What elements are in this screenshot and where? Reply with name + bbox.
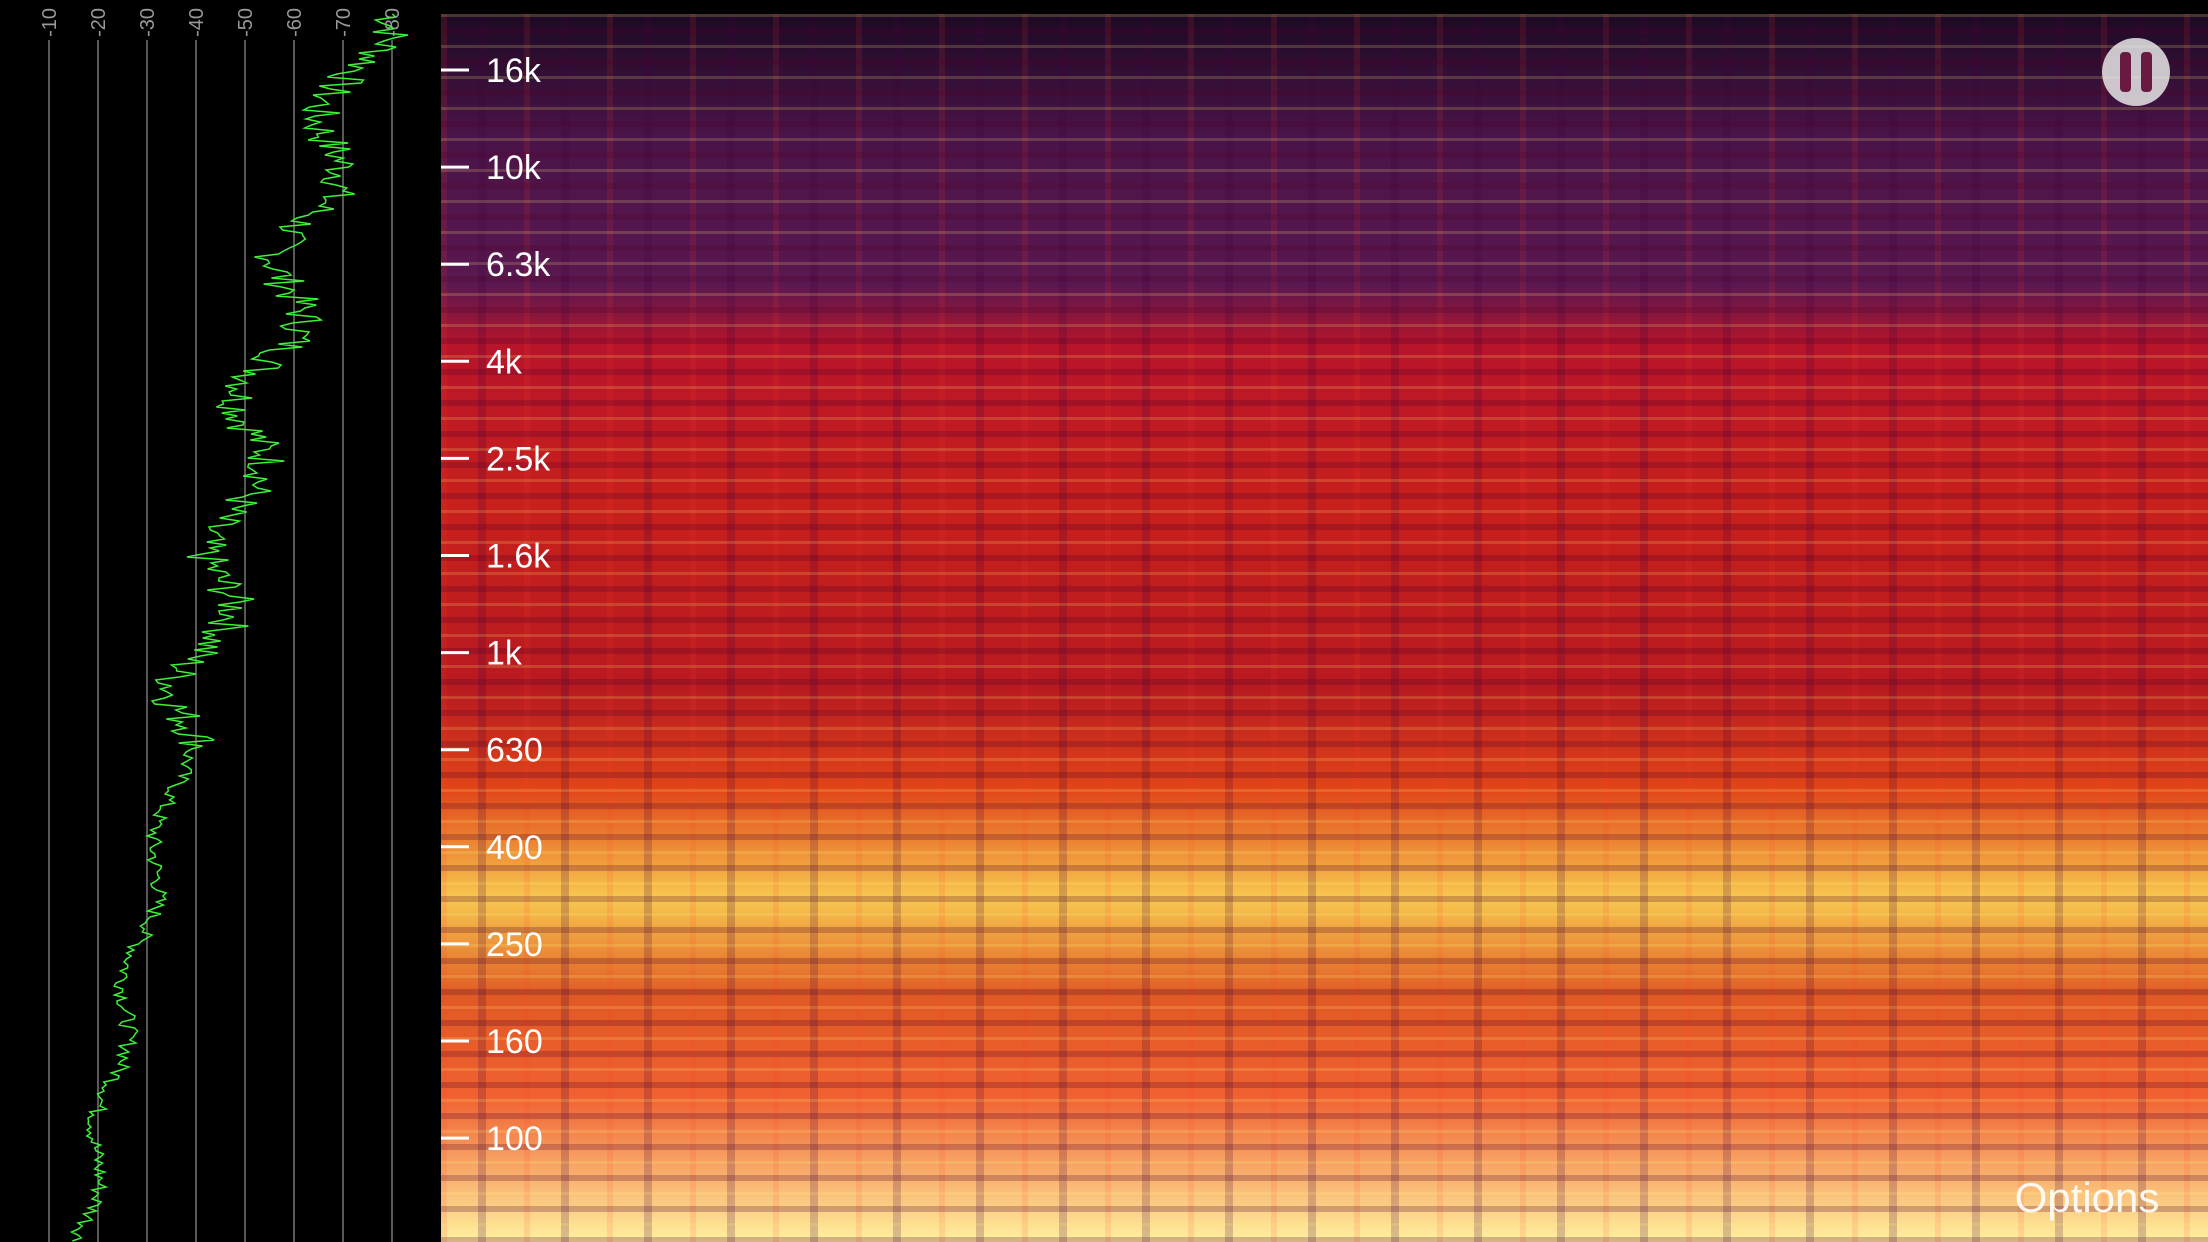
pause-button[interactable]: [2102, 38, 2170, 106]
pause-bar[interactable]: [2141, 52, 2152, 92]
frequency-label: 250: [486, 926, 543, 964]
db-label: -60: [284, 8, 306, 37]
spectrogram: [441, 14, 2208, 1242]
frequency-label: 2.5k: [486, 440, 551, 478]
db-label: -10: [39, 8, 61, 37]
frequency-label: 630: [486, 732, 543, 770]
pause-circle[interactable]: [2102, 38, 2170, 106]
frequency-label: 160: [486, 1023, 543, 1061]
db-label: -70: [333, 8, 355, 37]
frequency-label: 4k: [486, 343, 523, 381]
frequency-label: 100: [486, 1120, 543, 1158]
frequency-label: 400: [486, 829, 543, 867]
db-label: -20: [88, 8, 110, 37]
frequency-label: 1k: [486, 635, 523, 673]
frequency-label: 10k: [486, 149, 542, 187]
db-label: -40: [186, 8, 208, 37]
db-label: -50: [235, 8, 257, 37]
frequency-label: 1.6k: [486, 538, 551, 576]
options-button[interactable]: Options: [2015, 1174, 2160, 1221]
spectrum-curve: [69, 13, 409, 1242]
frequency-label: 6.3k: [486, 246, 551, 284]
frequency-label: 16k: [486, 52, 542, 90]
db-label: -30: [137, 8, 159, 37]
pause-bar[interactable]: [2120, 52, 2131, 92]
